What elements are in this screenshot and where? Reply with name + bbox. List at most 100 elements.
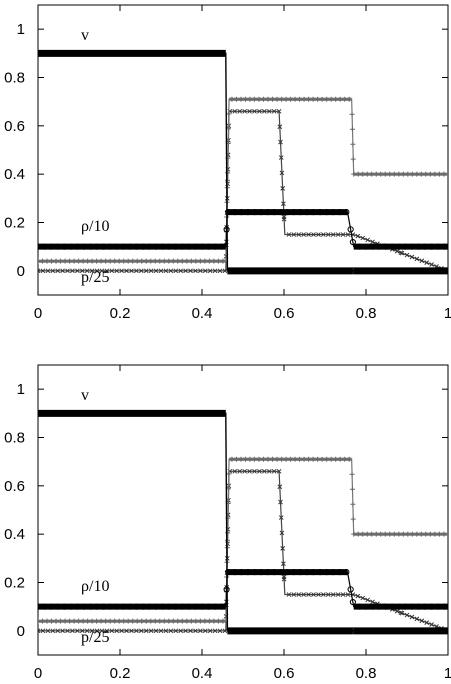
series-s3-marker [335,592,341,597]
series-p25-marker [251,456,257,462]
series-10-marker [257,569,265,576]
series-s3-marker [398,250,404,256]
series-10-marker [107,603,114,610]
y-tick-label: 0.8 [4,430,25,447]
series-p25-marker [350,516,356,522]
series-p25-marker [418,531,424,537]
series-p25-marker [238,96,244,102]
series-s3-marker [153,268,159,274]
x-tick-label: 0.6 [274,665,295,682]
series-p25-marker [315,456,321,462]
series-10-marker [54,243,61,250]
series-p25-marker [319,96,325,102]
series-p25-marker [242,96,248,102]
series-s3-marker [278,499,283,505]
series-s3-marker [277,124,283,130]
y-tick-label: 0.8 [4,70,25,87]
series-10-marker [264,209,271,216]
series-p25-marker [306,96,312,102]
series-10-marker [330,209,337,216]
series-s3-marker [124,268,129,274]
series-10-marker [87,243,94,250]
series-p25-marker [134,618,140,624]
series-s3-marker [286,592,292,597]
series-p25-marker [251,96,257,102]
series-s3-marker [325,592,331,597]
series-p25-marker [391,531,397,537]
series-p25-marker [215,618,221,624]
series-p25-marker [225,530,231,536]
series-p25-marker [427,171,433,177]
series-s3-marker [178,628,184,634]
series-p25-marker [143,618,149,624]
series-p25-marker [220,258,226,264]
x-tick-label: 0 [34,665,42,682]
series-p25-marker [184,618,190,624]
series-p25-marker [49,618,55,624]
series-s3-marker [301,592,307,597]
series-v-line [38,412,448,632]
series-s3-marker [281,201,286,207]
series-s3-marker [119,268,124,274]
series-s3-marker [321,232,326,237]
series-s3-marker [50,628,56,634]
series-10-marker [198,603,206,610]
series-s3-marker [355,593,361,599]
series-p25-marker [197,618,203,624]
series-p25-marker [387,171,393,177]
series-s3-marker [38,628,41,634]
series-label-series-10: ρ/10 [81,578,109,595]
series-10-marker [376,243,383,250]
series-s3-marker [168,628,174,634]
series-p25-marker [143,258,149,264]
series-v-group [38,409,448,635]
series-10-marker [382,603,389,610]
series-10-marker [271,569,278,576]
series-s3-marker [271,468,277,474]
series-p25-marker [342,96,348,102]
series-10-marker [139,603,147,610]
x-tick-label: 1 [444,665,451,682]
series-s3-marker [134,628,139,634]
series-10-marker [93,603,101,610]
series-s3-marker [202,628,208,634]
series-s3-marker [370,239,375,245]
series-s3-marker [325,232,331,237]
series-p25-marker [139,618,145,624]
series-p25-marker [89,258,95,264]
series-p25-marker [270,456,276,462]
series-s3-marker [75,628,80,634]
series-s3-marker [45,268,51,274]
series-10-marker [336,209,343,216]
series-s3-marker [104,628,110,634]
series-p25-marker [80,618,86,624]
series-p25-marker [152,258,158,264]
series-p25-marker [306,456,312,462]
series-p25-marker [283,456,289,462]
series-p25-marker [233,96,239,102]
series-p25-marker [89,618,95,624]
series-s3-marker [79,628,85,634]
x-tick-label: 0.2 [110,665,131,682]
series-s3-marker [129,628,134,634]
series-10-marker [244,569,252,576]
series-s3-marker [222,268,228,274]
series-p25-marker [409,531,415,537]
series-p25-marker [279,96,285,102]
series-s3-marker [340,232,346,237]
series-s3-marker [99,628,105,634]
series-p25-marker [44,258,50,264]
series-p25-marker [58,618,64,624]
series-p25-marker [436,531,442,537]
series-s3-marker [178,268,184,274]
series-10-marker [172,603,179,610]
series-10-marker [257,209,265,216]
series-s3-marker [143,628,149,634]
series-s3-marker [257,108,262,114]
x-tick-label: 1 [444,305,451,322]
series-s3-marker [114,268,120,274]
series-p25-marker [247,456,253,462]
series-p25-marker [184,258,190,264]
series-s3-marker [207,628,213,634]
series-s3-marker [261,468,267,474]
